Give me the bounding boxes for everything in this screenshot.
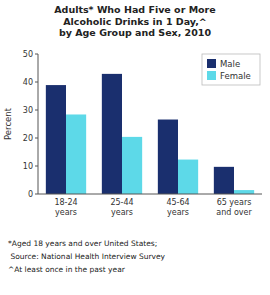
bar bbox=[46, 85, 66, 194]
bar bbox=[102, 74, 122, 194]
bars bbox=[46, 74, 254, 194]
legend: Male Female bbox=[202, 54, 260, 85]
y-tick-label: 20 bbox=[23, 134, 33, 143]
y-tick-label: 50 bbox=[23, 50, 33, 59]
legend-swatch bbox=[207, 59, 216, 68]
x-tick-label: 45-64years bbox=[166, 198, 189, 217]
footnote: ^At least once in the past year bbox=[8, 265, 126, 274]
y-tick bbox=[35, 194, 38, 195]
legend-label: Male bbox=[220, 59, 240, 69]
y-axis-label: Percent bbox=[3, 107, 13, 140]
legend-label: Female bbox=[220, 71, 251, 81]
x-tick-label: 65 yearsand over bbox=[216, 198, 252, 217]
y-tick-label: 30 bbox=[23, 106, 33, 115]
y-tick bbox=[35, 166, 38, 167]
footnote: *Aged 18 years and over United States; bbox=[8, 239, 157, 248]
y-tick bbox=[35, 82, 38, 83]
y-tick bbox=[35, 54, 38, 55]
title: Adults* Who Had Five or MoreAlcoholic Dr… bbox=[54, 4, 216, 38]
chart: Adults* Who Had Five or MoreAlcoholic Dr… bbox=[0, 0, 270, 295]
x-tick-label: 25-44years bbox=[110, 198, 133, 217]
bar bbox=[234, 190, 254, 194]
y-tick bbox=[35, 138, 38, 139]
bar bbox=[214, 167, 234, 194]
footnote: Source: National Health Interview Survey bbox=[8, 252, 166, 261]
y-tick-label: 10 bbox=[23, 162, 33, 171]
x-axis-line bbox=[38, 194, 262, 195]
y-tick-label: 0 bbox=[28, 190, 33, 199]
y-tick-label: 40 bbox=[23, 78, 33, 87]
y-axis-line bbox=[38, 54, 39, 194]
x-tick-label: 18-24years bbox=[54, 198, 77, 217]
bar bbox=[66, 114, 86, 194]
legend-frame bbox=[202, 54, 260, 85]
bar bbox=[122, 137, 142, 194]
legend-swatch bbox=[207, 71, 216, 80]
bar bbox=[178, 160, 198, 194]
bar bbox=[158, 120, 178, 194]
y-tick bbox=[35, 110, 38, 111]
